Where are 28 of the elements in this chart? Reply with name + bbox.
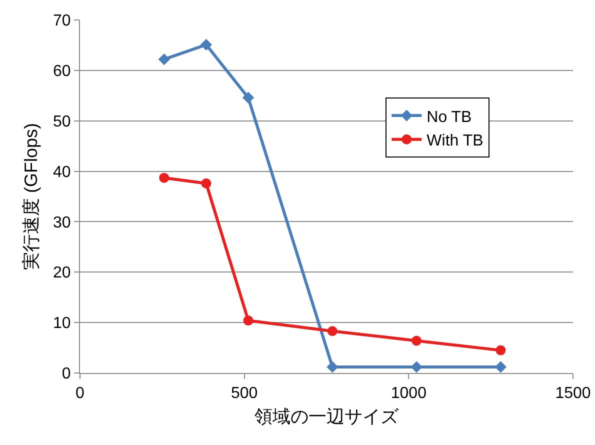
point bbox=[494, 361, 507, 373]
x-tick-label: 0 bbox=[76, 385, 85, 402]
point bbox=[159, 172, 170, 183]
y-tick-label: 30 bbox=[53, 214, 71, 232]
y-tick-label: 20 bbox=[53, 264, 71, 282]
point bbox=[410, 361, 422, 373]
point bbox=[243, 316, 254, 326]
x-tick-label: 500 bbox=[230, 385, 258, 402]
legend-label: With TB bbox=[426, 132, 484, 150]
y-tick-label: 0 bbox=[62, 366, 71, 383]
legend-label: No TB bbox=[426, 108, 472, 126]
x-tick-label: 1500 bbox=[555, 385, 591, 402]
point bbox=[496, 345, 506, 356]
y-axis-title: 実行速度 (GFlops) bbox=[21, 122, 42, 270]
point bbox=[201, 178, 212, 188]
point bbox=[327, 326, 338, 336]
y-tick-label: 70 bbox=[53, 12, 71, 30]
x-tick-label: 1000 bbox=[390, 385, 427, 402]
point bbox=[412, 336, 422, 346]
point bbox=[242, 92, 254, 104]
y-tick-label: 40 bbox=[53, 164, 71, 181]
y-tick-label: 60 bbox=[53, 63, 71, 80]
y-tick-label: 10 bbox=[53, 315, 71, 332]
y-tick-label: 50 bbox=[53, 113, 71, 130]
point bbox=[200, 38, 212, 51]
point bbox=[326, 361, 338, 373]
point bbox=[158, 53, 170, 66]
x-axis-title: 領域の一辺サイズ bbox=[254, 406, 400, 426]
